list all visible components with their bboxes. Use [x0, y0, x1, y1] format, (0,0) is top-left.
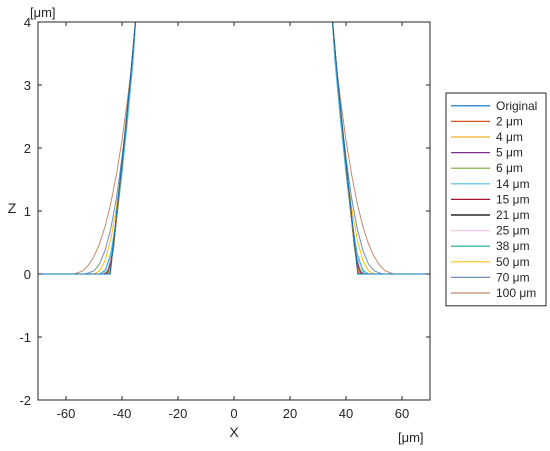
legend-label: 4 μm [496, 130, 523, 144]
legend-label: 38 μm [496, 239, 530, 253]
x-tick-label: -40 [113, 406, 132, 421]
series-layer [38, 22, 430, 275]
legend-label: 21 μm [496, 208, 530, 222]
x-tick-label: 0 [230, 406, 237, 421]
series-line-12 [38, 22, 430, 275]
legend-label: 100 μm [496, 286, 536, 300]
y-tick-label: 3 [24, 78, 31, 93]
plot-area: -60 -40 -20 0 20 40 60 -2 -1 0 1 2 3 4 [19, 15, 431, 421]
y-tick-label: -1 [19, 330, 31, 345]
series-line-6 [38, 22, 430, 275]
y-tick-label: 1 [24, 204, 31, 219]
legend-label: 50 μm [496, 255, 530, 269]
y-tick-label: -2 [19, 393, 31, 408]
legend-label: 14 μm [496, 177, 530, 191]
series-line-5 [38, 22, 430, 275]
legend-label: 5 μm [496, 146, 523, 160]
legend-label: 2 μm [496, 114, 523, 128]
x-tick-label: 40 [339, 406, 353, 421]
legend-label: 6 μm [496, 161, 523, 175]
series-line-0 [38, 22, 430, 275]
x-unit-label: [μm] [398, 430, 424, 445]
y-unit-label: [μm] [30, 5, 56, 20]
x-axis-label: X [229, 424, 239, 440]
y-tick-label: 4 [24, 15, 31, 30]
legend-label: 25 μm [496, 224, 530, 238]
series-line-8 [38, 22, 430, 275]
legend-label: Original [496, 99, 537, 113]
x-tick-label: 20 [283, 406, 297, 421]
series-line-10 [38, 22, 430, 275]
y-tick-label: 2 [24, 141, 31, 156]
x-tick-label: -60 [57, 406, 76, 421]
x-tick-label: 60 [395, 406, 409, 421]
legend-label: 15 μm [496, 192, 530, 206]
y-axis-label: Z [8, 200, 17, 216]
ticks-layer: -60 -40 -20 0 20 40 60 -2 -1 0 1 2 3 4 [19, 15, 430, 421]
legend-label: 70 μm [496, 270, 530, 284]
y-tick-label: 0 [24, 267, 31, 282]
x-tick-label: -20 [169, 406, 188, 421]
series-line-11 [38, 22, 430, 275]
